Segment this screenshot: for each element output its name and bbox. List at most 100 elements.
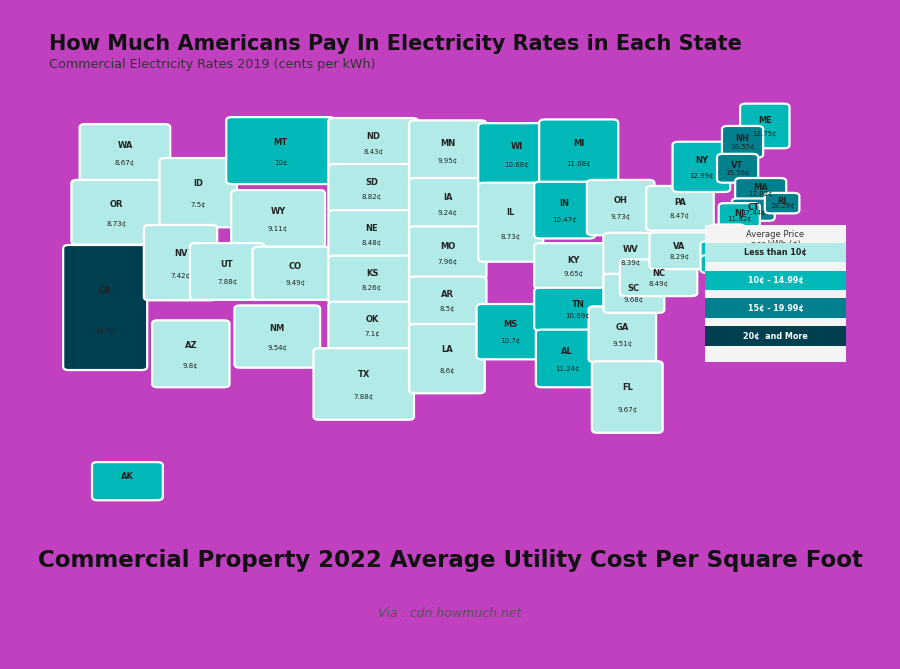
- Text: 18.29¢: 18.29¢: [770, 203, 795, 209]
- FancyBboxPatch shape: [328, 118, 418, 168]
- Text: ND: ND: [366, 132, 380, 141]
- Text: 8.49¢: 8.49¢: [649, 281, 669, 287]
- Text: 8.73¢: 8.73¢: [106, 221, 127, 227]
- FancyBboxPatch shape: [589, 306, 656, 362]
- Text: 7.1¢: 7.1¢: [364, 330, 380, 337]
- FancyBboxPatch shape: [152, 320, 230, 387]
- FancyBboxPatch shape: [732, 199, 775, 221]
- FancyBboxPatch shape: [478, 183, 544, 262]
- Text: Commercial Electricity Rates 2019 (cents per kWh): Commercial Electricity Rates 2019 (cents…: [49, 58, 375, 72]
- Text: 8.6¢: 8.6¢: [439, 368, 454, 374]
- Text: 8.67¢: 8.67¢: [115, 160, 135, 166]
- FancyBboxPatch shape: [328, 210, 416, 258]
- Text: WV: WV: [623, 246, 638, 254]
- Text: UT: UT: [220, 260, 233, 269]
- Text: MT: MT: [274, 138, 288, 147]
- Text: Less than 10¢: Less than 10¢: [744, 248, 807, 257]
- FancyBboxPatch shape: [71, 180, 162, 244]
- Text: TX: TX: [357, 371, 370, 379]
- Text: 10¢ - 14.99¢: 10¢ - 14.99¢: [748, 276, 804, 285]
- FancyBboxPatch shape: [719, 203, 760, 228]
- Text: NM: NM: [270, 324, 285, 333]
- Text: OH: OH: [614, 196, 627, 205]
- Bar: [705, 243, 846, 262]
- FancyBboxPatch shape: [409, 276, 487, 325]
- FancyBboxPatch shape: [253, 247, 338, 300]
- Text: CT: CT: [747, 203, 760, 212]
- Text: 7.42¢: 7.42¢: [170, 274, 191, 280]
- Text: OR: OR: [110, 199, 123, 209]
- Text: WI: WI: [511, 142, 523, 151]
- FancyBboxPatch shape: [159, 158, 237, 227]
- Text: 9.49¢: 9.49¢: [285, 280, 305, 286]
- Text: 12.99¢: 12.99¢: [689, 173, 714, 179]
- Text: 9.96¢: 9.96¢: [717, 236, 738, 242]
- Text: 8.47¢: 8.47¢: [670, 213, 690, 219]
- Text: VA: VA: [673, 242, 685, 251]
- Text: 9.65¢: 9.65¢: [563, 271, 584, 277]
- FancyBboxPatch shape: [535, 243, 613, 289]
- Text: IL: IL: [507, 207, 515, 217]
- Text: DC: DC: [716, 258, 728, 267]
- FancyBboxPatch shape: [539, 120, 618, 185]
- Text: PA: PA: [674, 199, 686, 207]
- Text: 9.73¢: 9.73¢: [610, 214, 631, 220]
- Text: MA: MA: [753, 183, 768, 192]
- FancyBboxPatch shape: [190, 243, 264, 300]
- Text: IN: IN: [560, 199, 570, 207]
- Text: 7.88¢: 7.88¢: [354, 394, 373, 400]
- Text: CO: CO: [289, 262, 302, 272]
- Text: DE: DE: [722, 229, 734, 238]
- FancyBboxPatch shape: [672, 142, 730, 192]
- Text: MO: MO: [440, 242, 455, 251]
- Text: NC: NC: [652, 269, 665, 278]
- Bar: [705, 270, 846, 290]
- Text: 9.68¢: 9.68¢: [624, 297, 644, 303]
- Text: 7.88¢: 7.88¢: [217, 278, 238, 284]
- Text: WA: WA: [117, 141, 132, 151]
- Text: 8.5¢: 8.5¢: [440, 306, 455, 312]
- FancyBboxPatch shape: [620, 260, 698, 296]
- FancyBboxPatch shape: [92, 462, 163, 500]
- FancyBboxPatch shape: [328, 302, 416, 349]
- Text: CA: CA: [99, 286, 112, 296]
- Text: 9.8¢: 9.8¢: [183, 363, 199, 369]
- Text: FL: FL: [622, 383, 633, 393]
- Text: KS: KS: [365, 270, 378, 278]
- Text: RI: RI: [778, 197, 787, 205]
- Text: 11.82¢: 11.82¢: [727, 216, 752, 222]
- FancyBboxPatch shape: [587, 180, 654, 235]
- FancyBboxPatch shape: [722, 126, 763, 158]
- FancyBboxPatch shape: [740, 104, 789, 149]
- Text: 12.75¢: 12.75¢: [752, 130, 777, 136]
- Text: 15.56¢: 15.56¢: [725, 170, 750, 176]
- Text: AL: AL: [562, 347, 573, 356]
- Text: TN: TN: [572, 300, 584, 308]
- FancyBboxPatch shape: [765, 193, 799, 213]
- FancyBboxPatch shape: [478, 123, 555, 185]
- Text: 7.5¢: 7.5¢: [191, 202, 206, 208]
- FancyBboxPatch shape: [63, 245, 148, 370]
- Text: 9.51¢: 9.51¢: [612, 341, 633, 347]
- Text: 7.96¢: 7.96¢: [437, 259, 458, 265]
- Text: 11.08¢: 11.08¢: [566, 161, 591, 167]
- FancyBboxPatch shape: [700, 255, 743, 273]
- Text: 9.11¢: 9.11¢: [268, 225, 288, 231]
- FancyBboxPatch shape: [328, 164, 416, 213]
- FancyBboxPatch shape: [717, 154, 758, 183]
- Text: NE: NE: [365, 224, 378, 233]
- FancyBboxPatch shape: [231, 190, 325, 247]
- FancyBboxPatch shape: [592, 361, 662, 433]
- Text: 11.24¢: 11.24¢: [555, 366, 580, 372]
- FancyBboxPatch shape: [603, 274, 664, 313]
- Text: NY: NY: [695, 157, 708, 165]
- Text: 10.47¢: 10.47¢: [553, 217, 577, 223]
- Text: WY: WY: [271, 207, 285, 216]
- Text: MD: MD: [715, 244, 730, 253]
- Text: 17.44¢: 17.44¢: [741, 210, 766, 216]
- FancyBboxPatch shape: [735, 178, 787, 202]
- Text: 20¢  and More: 20¢ and More: [743, 332, 808, 341]
- Text: 8.43¢: 8.43¢: [364, 149, 383, 155]
- FancyBboxPatch shape: [235, 306, 320, 368]
- FancyBboxPatch shape: [79, 124, 170, 182]
